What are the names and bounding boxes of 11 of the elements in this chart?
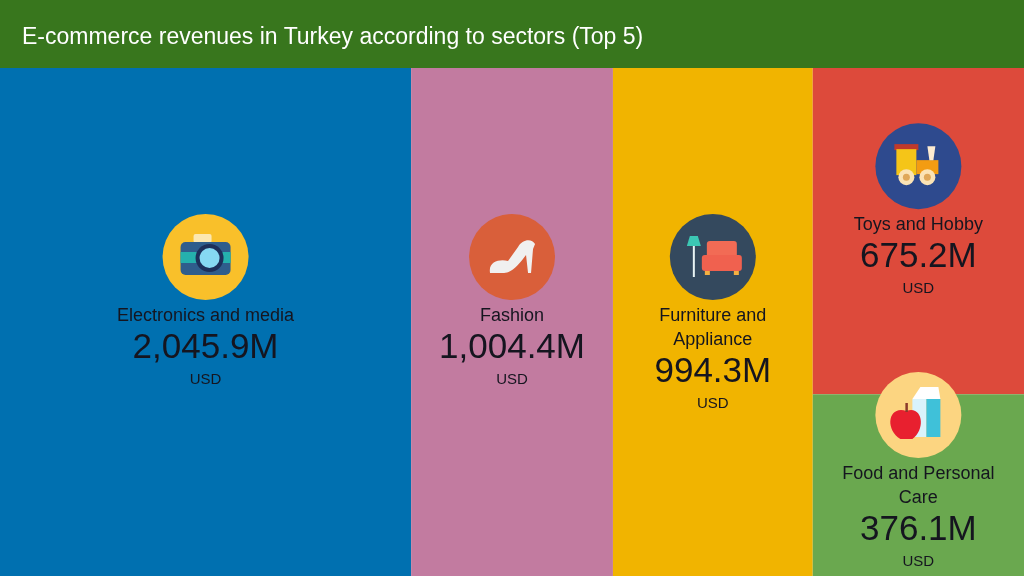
- data-label: 376.1M USD: [860, 508, 977, 569]
- data-label: 994.3M USD: [654, 350, 772, 411]
- data-label: 675.2M USD: [860, 235, 977, 297]
- data-label: 1,004.4M USD: [439, 326, 585, 387]
- category-label: Furniture and Appliance: [659, 305, 767, 349]
- text: E-commerce revenues in Turkey according to sectors (Top 5): [22, 23, 644, 49]
- category-label: Electronics and media: [117, 305, 296, 325]
- category-label: Fashion: [480, 305, 545, 325]
- data-label: 2,045.9M USD: [132, 326, 279, 387]
- category-label: Food and Personal Care: [842, 463, 995, 507]
- category-label: Toys and Hobby: [853, 214, 983, 235]
